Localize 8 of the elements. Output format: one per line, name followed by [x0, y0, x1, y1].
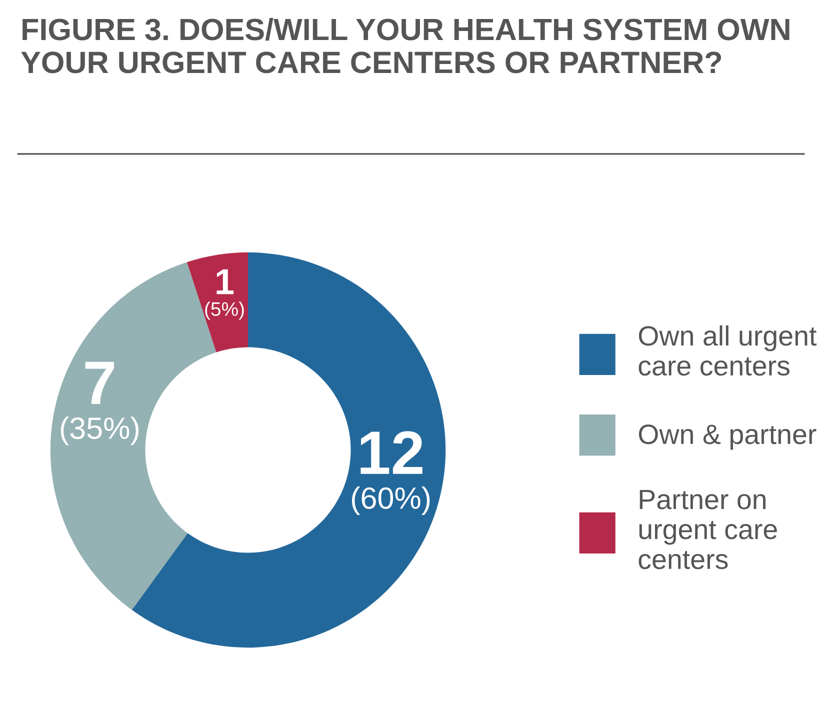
legend-label: Own all urgent care centers	[638, 325, 817, 376]
legend-label: Partner on urgent care centers	[638, 490, 777, 570]
data-label: 12 (60%)	[352, 431, 430, 515]
donut-slice	[186, 252, 248, 352]
data-label: 1 (5%)	[205, 269, 244, 320]
chart-title: FIGURE 3. DOES/WILL YOUR HEALTH SYSTEM OWN YOUR URGENT CARE CENTERS OR PARTNER?	[21, 18, 790, 74]
legend-label: Own & partner	[638, 424, 816, 450]
data-label: 7 (35%)	[60, 362, 139, 446]
